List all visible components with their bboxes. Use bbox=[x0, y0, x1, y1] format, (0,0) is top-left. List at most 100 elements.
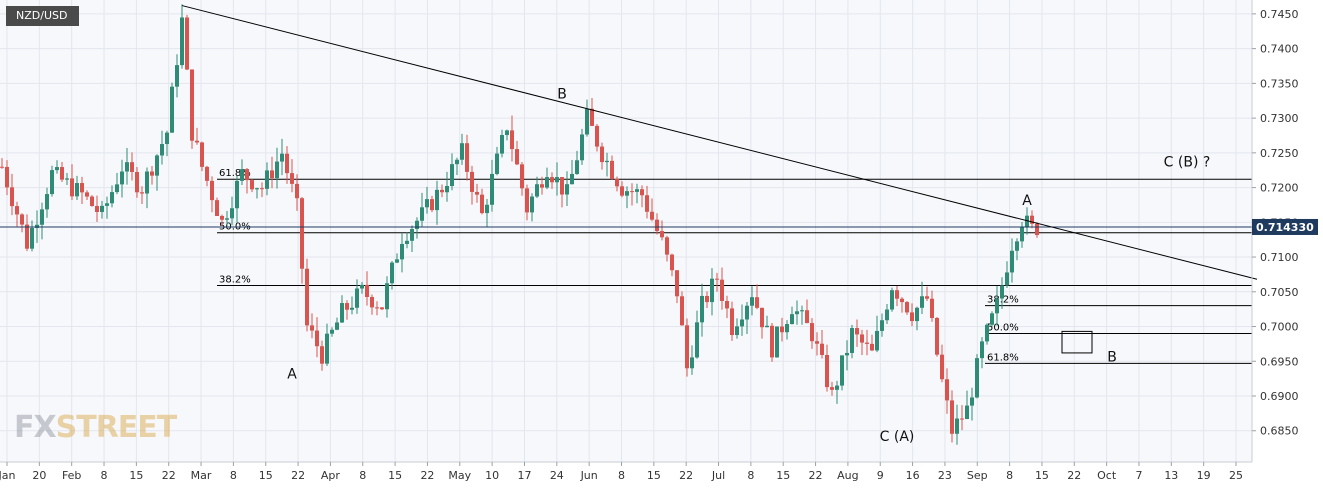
candle-body bbox=[110, 192, 114, 204]
candle-body bbox=[555, 177, 559, 183]
plot-background bbox=[0, 0, 1252, 462]
candle-body bbox=[435, 189, 439, 211]
candle-body bbox=[125, 162, 129, 172]
candle-body bbox=[330, 329, 334, 334]
candle-body bbox=[1030, 215, 1034, 224]
candle-body bbox=[250, 180, 254, 190]
candle-body bbox=[695, 322, 699, 358]
candle-body bbox=[725, 300, 729, 309]
candle-body bbox=[840, 355, 844, 386]
candle-body bbox=[335, 322, 339, 330]
candle-body bbox=[35, 224, 39, 229]
x-tick-label: 8 bbox=[101, 469, 108, 482]
candle-body bbox=[440, 189, 444, 193]
trendline bbox=[181, 5, 1258, 280]
candle-body bbox=[845, 352, 849, 356]
fxstreet-logo: FXSTREET bbox=[14, 410, 177, 445]
candle-body bbox=[895, 290, 899, 299]
candle-body bbox=[45, 194, 49, 210]
candle-body bbox=[970, 397, 974, 406]
price-tag-layer: 0.714330 bbox=[1252, 218, 1318, 235]
candle-body bbox=[545, 177, 549, 188]
candle-body bbox=[220, 215, 224, 220]
candle-body bbox=[690, 357, 694, 369]
candle-body bbox=[95, 205, 99, 212]
candle-body bbox=[290, 173, 294, 184]
x-tick-label: Sep bbox=[967, 469, 988, 482]
fib-label: 61.8% bbox=[987, 352, 1019, 363]
candle-body bbox=[775, 326, 779, 358]
candle-body bbox=[885, 309, 889, 321]
x-tick-label: 8 bbox=[230, 469, 237, 482]
candle-body bbox=[245, 169, 249, 181]
price-tag-label: 0.714330 bbox=[1256, 221, 1314, 234]
candle-body bbox=[865, 342, 869, 344]
candle-body bbox=[205, 166, 209, 181]
candle-body bbox=[360, 284, 364, 289]
candle-body bbox=[685, 325, 689, 369]
x-tick-label: 20 bbox=[32, 469, 46, 482]
candle-body bbox=[620, 186, 624, 196]
candle-body bbox=[670, 254, 674, 271]
candle-body bbox=[645, 195, 649, 212]
candle-body bbox=[175, 65, 179, 87]
candle-body bbox=[100, 205, 104, 212]
candle-body bbox=[195, 140, 199, 143]
y-axis: 0.7450 0.7400 0.7350 0.7300 0.7250 0.7200 0.71… bbox=[1252, 8, 1299, 438]
x-axis: Jan 20 Feb 8 15 22 Mar 8 15 22 Apr 8 15 22 May 10 17 24 Ju… bbox=[0, 462, 1243, 482]
candle-body bbox=[105, 203, 109, 206]
x-tick-label: 23 bbox=[938, 469, 952, 482]
candle-body bbox=[65, 178, 69, 180]
candle-body bbox=[580, 134, 584, 161]
symbol-label[interactable]: NZD/USD bbox=[6, 6, 80, 26]
candle-body bbox=[750, 297, 754, 306]
x-tick-label: 15 bbox=[259, 469, 273, 482]
candle-body bbox=[825, 354, 829, 388]
candle-body bbox=[410, 229, 414, 241]
candle-body bbox=[985, 324, 989, 342]
x-tick-label: 25 bbox=[1229, 469, 1243, 482]
candle-body bbox=[995, 298, 999, 314]
candle-body bbox=[560, 177, 564, 195]
y-tick-label: 0.6900 bbox=[1260, 390, 1299, 403]
candle-body bbox=[730, 308, 734, 336]
candle-body bbox=[475, 191, 479, 195]
candle-body bbox=[575, 160, 579, 174]
candle-body bbox=[420, 207, 424, 221]
y-tick-label: 0.7100 bbox=[1260, 251, 1299, 264]
x-tick-label: Jan bbox=[0, 469, 16, 482]
candle-body bbox=[590, 108, 594, 126]
candle-body bbox=[565, 184, 569, 195]
fib-label: 50.0% bbox=[987, 322, 1019, 333]
candle-body bbox=[170, 86, 174, 133]
x-tick-label: 22 bbox=[420, 469, 434, 482]
x-tick-label: 15 bbox=[388, 469, 402, 482]
candle-body bbox=[610, 160, 614, 179]
candle-body bbox=[30, 228, 34, 249]
candle-body bbox=[735, 326, 739, 336]
x-tick-label: 24 bbox=[550, 469, 564, 482]
candle-body bbox=[230, 208, 234, 219]
candle-body bbox=[140, 192, 144, 194]
candle-body bbox=[585, 108, 589, 135]
candle-body bbox=[355, 288, 359, 308]
x-tick-label: Jun bbox=[580, 469, 598, 482]
candle-body bbox=[180, 17, 184, 66]
candle-body bbox=[945, 379, 949, 401]
candle-body bbox=[520, 164, 524, 189]
candle-body bbox=[480, 194, 484, 214]
candle-body bbox=[875, 330, 879, 351]
candle-body bbox=[705, 295, 709, 303]
candle-body bbox=[165, 132, 169, 145]
candle-body bbox=[625, 191, 629, 196]
candle-body bbox=[720, 279, 724, 301]
candle-body bbox=[935, 317, 939, 355]
x-tick-label: Apr bbox=[321, 469, 341, 482]
candle-body bbox=[930, 298, 934, 318]
candle-body bbox=[990, 313, 994, 325]
candle-body bbox=[395, 259, 399, 263]
candle-body bbox=[155, 155, 159, 176]
candle-body bbox=[450, 164, 454, 186]
candle-body bbox=[570, 173, 574, 185]
